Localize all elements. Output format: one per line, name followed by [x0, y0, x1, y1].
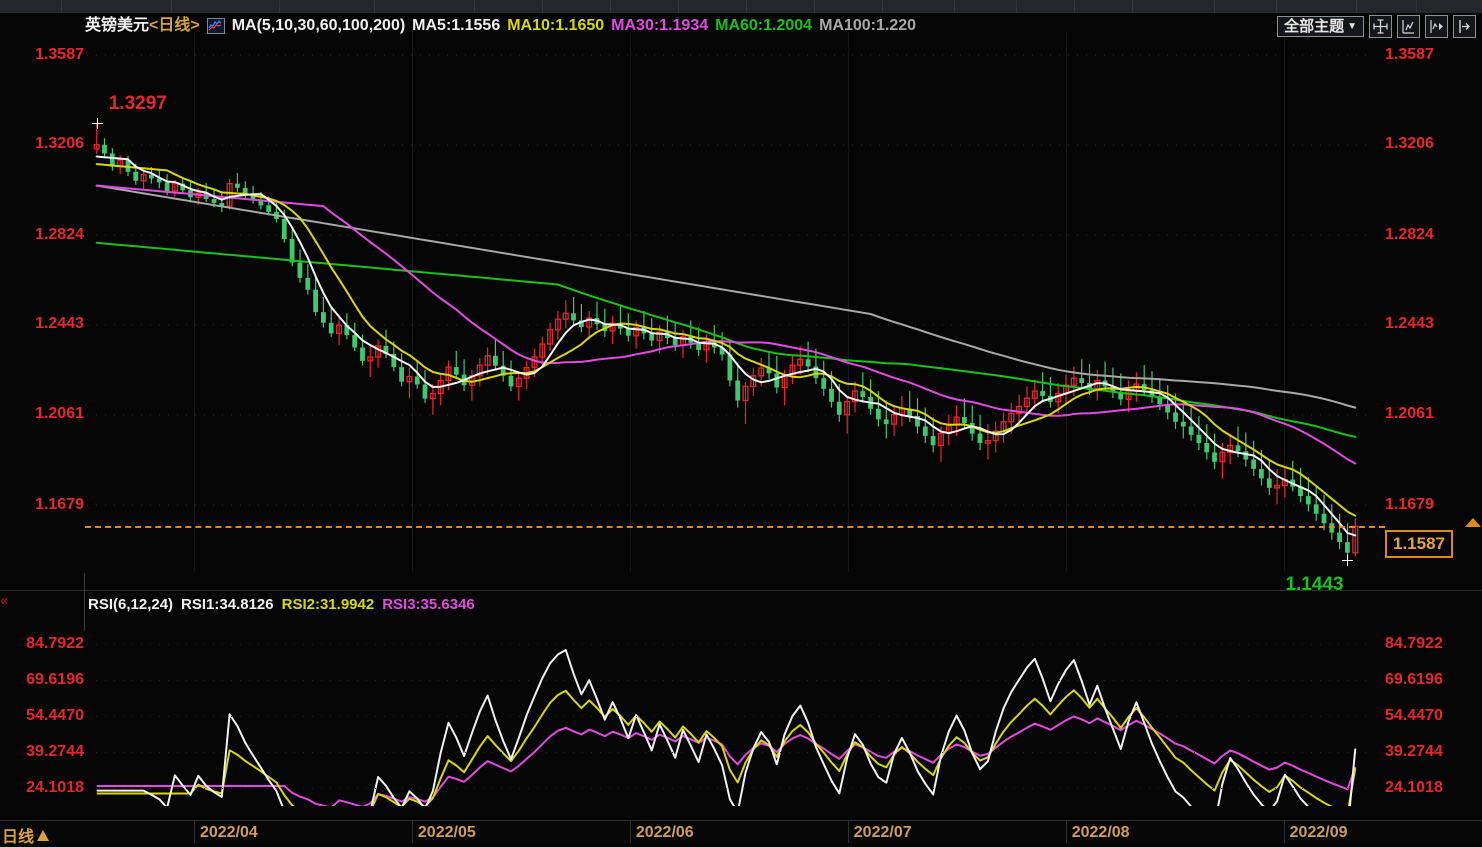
- triangle-up-icon: [37, 829, 50, 841]
- ma-line-icon[interactable]: [206, 17, 225, 34]
- panel-divider: [84, 573, 85, 631]
- toolbar-cell-13[interactable]: [1017, 0, 1075, 13]
- date-tick-label: 2022/04: [199, 824, 258, 841]
- toolbar-cell-5[interactable]: [475, 0, 543, 13]
- rsi-formula: RSI(6,12,24): [88, 596, 174, 613]
- period-low-label: 1.1443: [1285, 574, 1344, 596]
- period-high-label: 1.3297: [108, 93, 167, 115]
- price-candles: [85, 32, 1366, 572]
- axis-tick-label: 1.1679: [35, 495, 84, 513]
- date-axis: 日线 2022/04 2022/05 2022/06 2022/07 2022/08 20…: [0, 820, 1482, 847]
- axis-tick-label: 69.6196: [26, 671, 84, 689]
- toolbar-cell-17[interactable]: [1277, 0, 1357, 13]
- period-low-marker-icon: [1342, 555, 1354, 567]
- rsi-legend: RSI(6,12,24) RSI1:34.8126 RSI2:31.9942 R…: [88, 595, 483, 614]
- last-price-line: [85, 526, 1385, 529]
- rsi-panel[interactable]: RSI(6,12,24) RSI1:34.8126 RSI2:31.9942 R…: [0, 590, 1482, 821]
- axis-tick-label: 24.1018: [1385, 778, 1443, 796]
- period-indicator[interactable]: 日线: [2, 823, 50, 847]
- axis-tick-label: 1.2824: [35, 225, 84, 243]
- axis-tick-label: 1.3206: [1385, 135, 1434, 153]
- rsi-lines: [87, 644, 1366, 806]
- axis-tick-label: 24.1018: [26, 778, 84, 796]
- price-plot-area[interactable]: [85, 32, 1367, 572]
- axis-tick-label: 84.7922: [1385, 635, 1443, 653]
- axis-tick-label: 1.2443: [35, 315, 84, 333]
- date-tick: [847, 820, 849, 843]
- ma100-value: MA100:1.220: [819, 17, 917, 34]
- toolbar-cell-1[interactable]: [62, 0, 172, 13]
- toolbar-cell-7[interactable]: [611, 0, 679, 13]
- toolbar-cell-2[interactable]: [172, 0, 280, 13]
- rsi1-value: RSI1:34.8126: [181, 596, 274, 613]
- ma30-value: MA30:1.1934: [611, 17, 709, 34]
- toolbar-cell-12[interactable]: [955, 0, 1017, 13]
- date-tick-label: 2022/09: [1289, 824, 1348, 841]
- toolbar-cell-4[interactable]: [375, 0, 475, 13]
- chart-root: 英镑美元<日线> MA(5,10,30,60,100,200) MA5:1.15…: [0, 13, 1482, 847]
- date-tick-label: 2022/06: [635, 824, 694, 841]
- chevron-down-icon: ▼: [1347, 21, 1357, 32]
- ma60-value: MA60:1.2004: [715, 17, 813, 34]
- toolbar-cell-0[interactable]: [0, 0, 62, 13]
- chart-scale-icon[interactable]: [1397, 15, 1420, 38]
- axis-tick-label: 1.3587: [1385, 45, 1434, 63]
- ma10-value: MA10:1.1650: [507, 17, 605, 34]
- axis-tick-label: 1.2443: [1385, 315, 1434, 333]
- rsi2-value: RSI2:31.9942: [281, 596, 375, 613]
- toolbar-cell-18[interactable]: [1357, 0, 1417, 13]
- axis-tick-label: 54.4470: [26, 707, 84, 724]
- period-high-marker-icon: [91, 118, 103, 130]
- toolbar-cell-14[interactable]: [1075, 0, 1133, 13]
- toolbar-cell-15[interactable]: [1133, 0, 1215, 13]
- toolbar-cell-6[interactable]: [543, 0, 611, 13]
- price-legend: 英镑美元<日线> MA(5,10,30,60,100,200) MA5:1.15…: [85, 16, 923, 35]
- theme-select-label: 全部主题: [1284, 18, 1345, 35]
- axis-tick-label: 1.2061: [1385, 405, 1434, 423]
- toolbar-cell-9[interactable]: [747, 0, 815, 13]
- theme-select[interactable]: 全部主题 ▼: [1277, 16, 1364, 37]
- date-tick: [1065, 820, 1067, 843]
- last-price-arrow-icon: [1465, 518, 1481, 528]
- date-tick-label: 2022/05: [417, 824, 476, 841]
- ma-formula: MA(5,10,30,60,100,200): [231, 17, 406, 34]
- axis-tick-label: 54.4470: [1385, 707, 1443, 724]
- rsi3-value: RSI3:35.6346: [382, 596, 475, 613]
- axis-tick-label: 84.7922: [26, 635, 84, 653]
- symbol-label: 英镑美元<日线>: [85, 17, 200, 34]
- axis-tick-label: 39.2744: [1385, 742, 1443, 760]
- axis-tick-label: 1.1679: [1385, 495, 1434, 513]
- ma5-value: MA5:1.1556: [412, 17, 501, 34]
- toolbar-cell-8[interactable]: [679, 0, 747, 13]
- axis-tick-label: 1.2061: [35, 405, 84, 423]
- axis-tick-label: 1.2824: [1385, 225, 1434, 243]
- chart-play-icon[interactable]: [1425, 15, 1448, 38]
- last-price-badge[interactable]: 1.1587: [1385, 530, 1453, 559]
- toolbar-cell-11[interactable]: [883, 0, 955, 13]
- panel-corner-mark: «: [0, 592, 9, 609]
- chart-exit-icon[interactable]: [1453, 15, 1476, 38]
- date-tick-label: 2022/08: [1071, 824, 1130, 841]
- toolbar-cell-3[interactable]: [280, 0, 375, 13]
- date-tick: [411, 820, 413, 843]
- price-panel[interactable]: 英镑美元<日线> MA(5,10,30,60,100,200) MA5:1.15…: [0, 13, 1482, 595]
- axis-tick-label: 39.2744: [26, 742, 84, 760]
- axis-tick-label: 1.3206: [35, 135, 84, 153]
- date-tick: [629, 820, 631, 843]
- date-tick: [193, 820, 195, 843]
- axis-tick-label: 69.6196: [1385, 671, 1443, 689]
- crosshair-icon[interactable]: [1369, 15, 1392, 38]
- toolbar-cell-10[interactable]: [815, 0, 883, 13]
- toolbar-cell-16[interactable]: [1215, 0, 1277, 13]
- top-toolbar[interactable]: [0, 0, 1482, 14]
- date-tick: [1283, 820, 1285, 843]
- rsi-plot-area[interactable]: [85, 626, 1367, 806]
- date-tick-label: 2022/07: [853, 824, 912, 841]
- period-label: 日线: [2, 829, 35, 846]
- chart-toolbar-right[interactable]: 全部主题 ▼: [1277, 15, 1476, 38]
- axis-tick-label: 1.3587: [35, 45, 84, 63]
